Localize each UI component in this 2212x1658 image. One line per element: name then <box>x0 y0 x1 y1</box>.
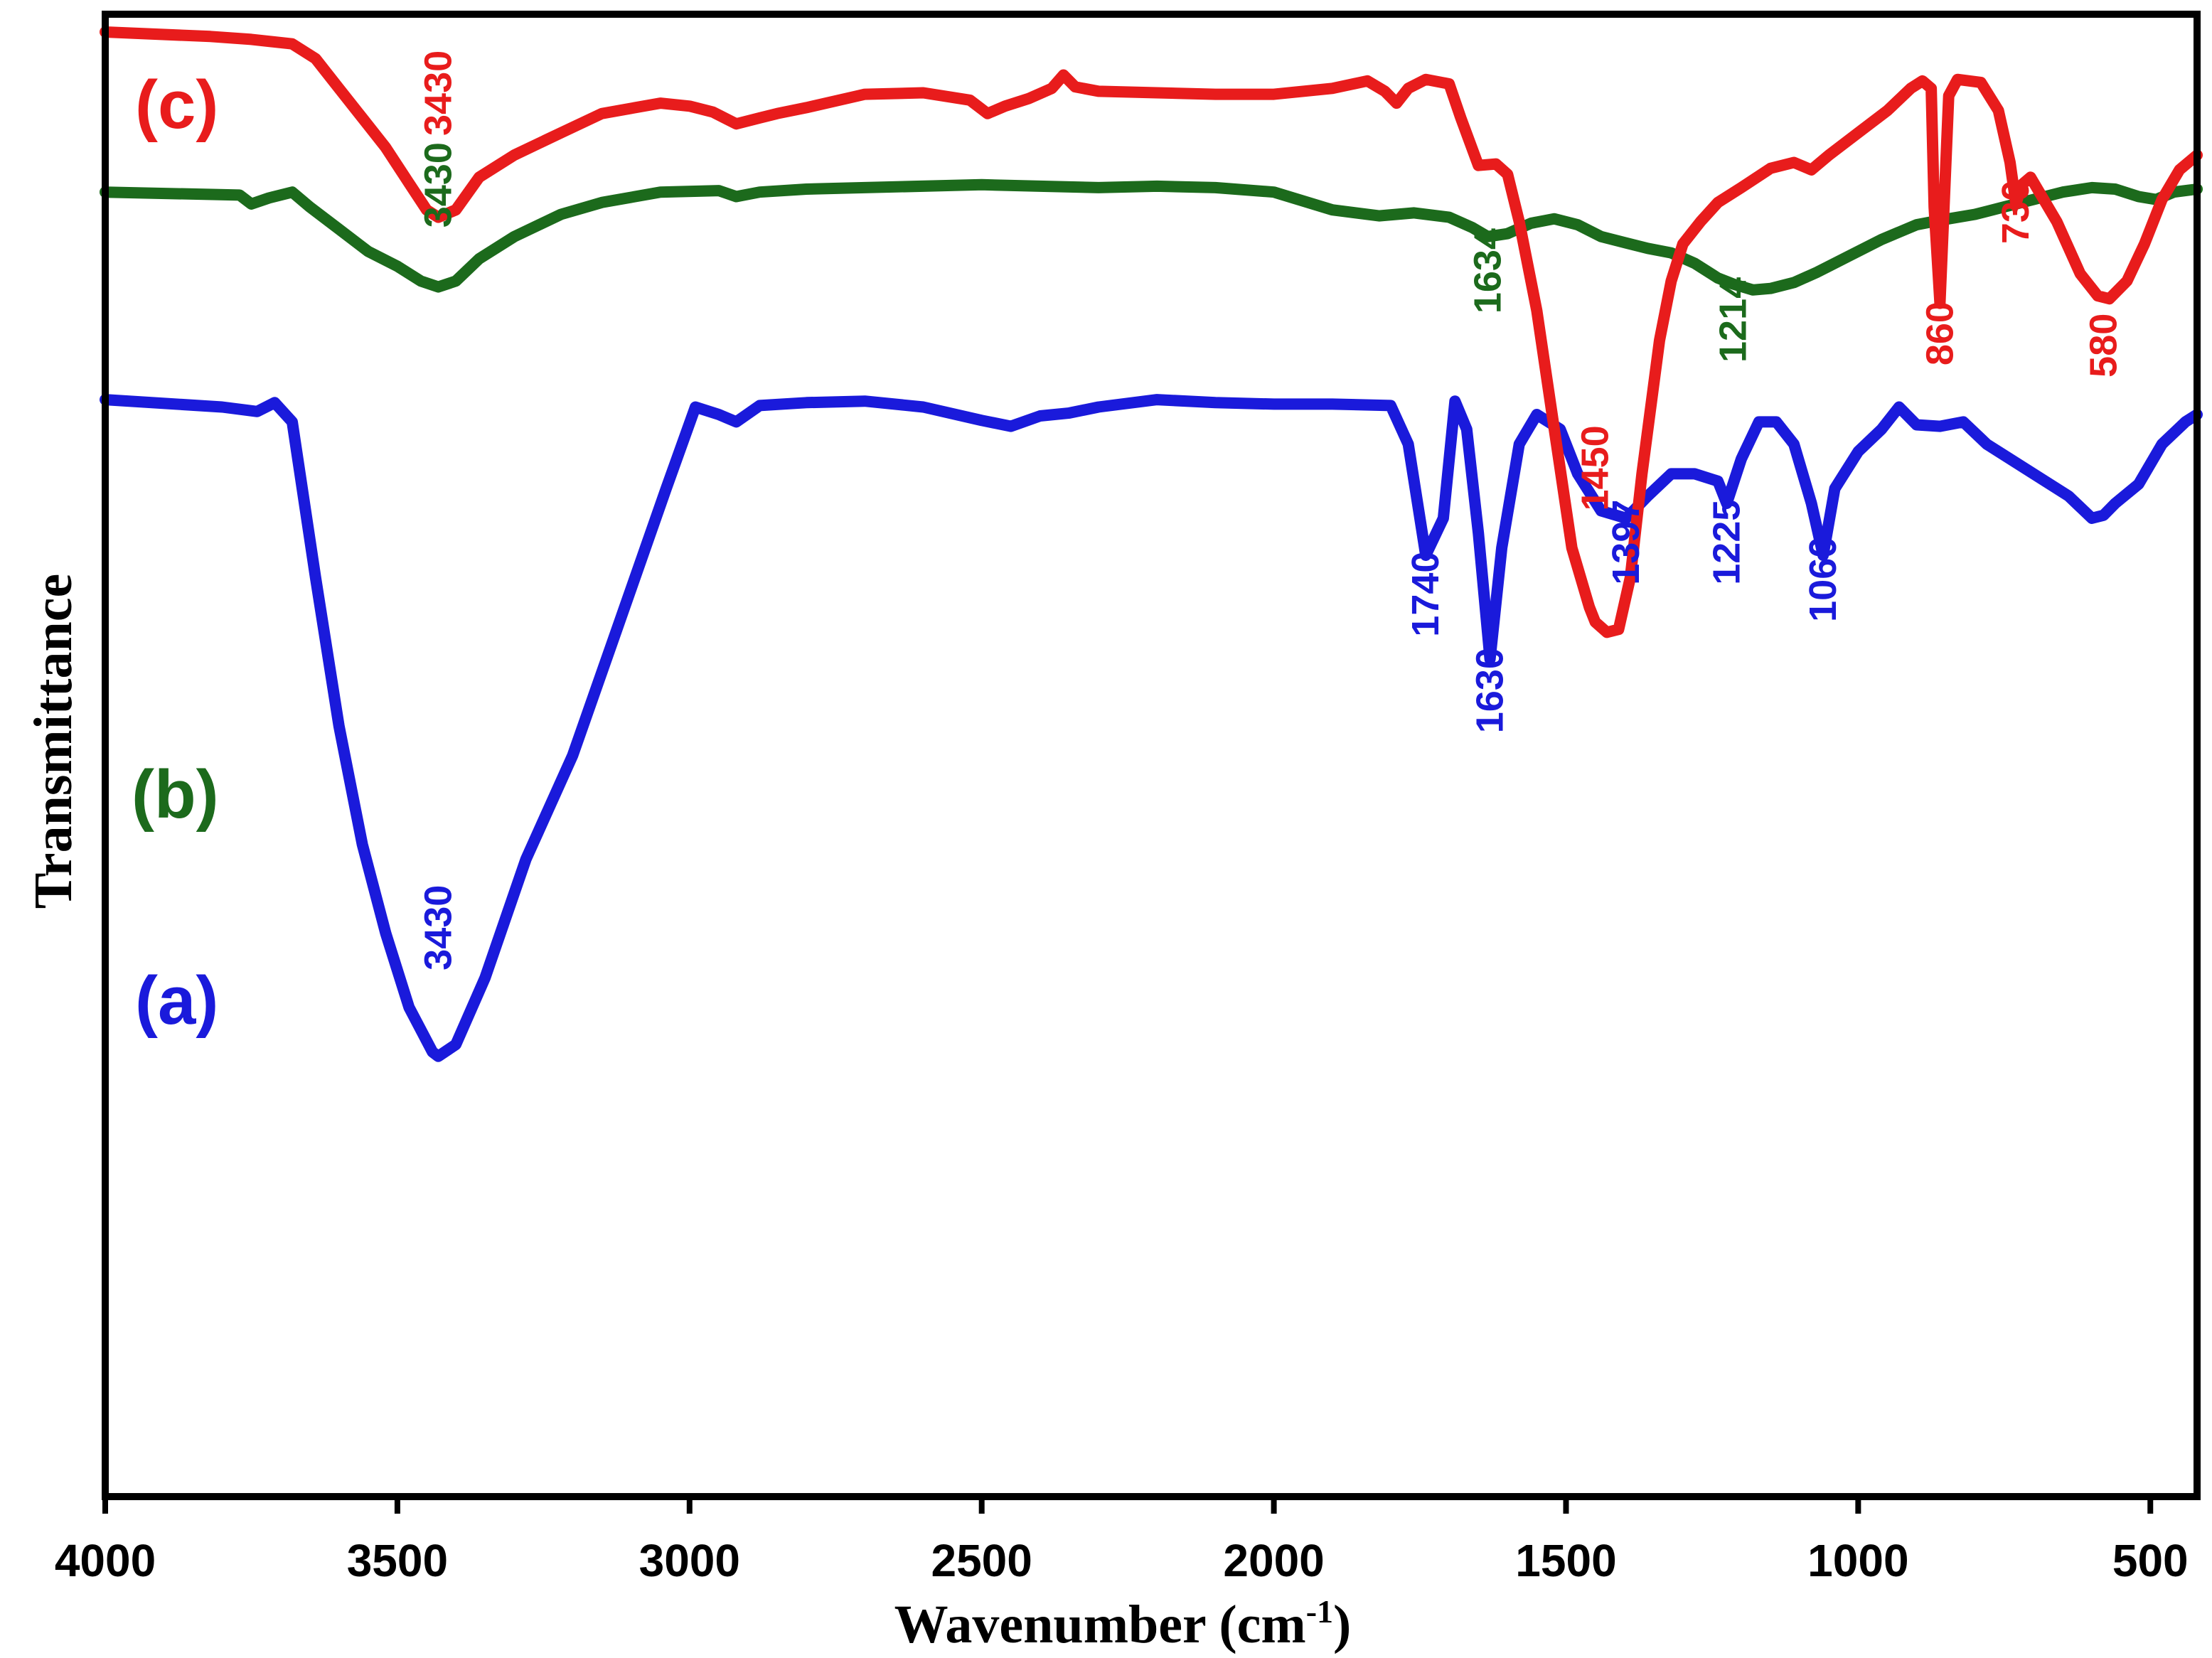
peak-label: 1450 <box>1574 425 1617 510</box>
x-tick-label: 2500 <box>931 1535 1032 1586</box>
x-tick-label: 500 <box>2112 1535 2189 1586</box>
series-line-a <box>100 394 2203 1062</box>
x-ticks: 4000 3500 3000 2500 2000 1500 1000 500 <box>55 1497 2189 1586</box>
x-tick-label: 2000 <box>1223 1535 1324 1586</box>
series-label-c: (c) <box>135 67 218 143</box>
series-line-c <box>100 26 2203 638</box>
peak-label: 860 <box>1918 301 1961 365</box>
series-label-a: (a) <box>135 963 218 1039</box>
peak-label: 1060 <box>1802 537 1844 622</box>
peak-label: 1397 <box>1605 500 1647 585</box>
peak-label: 1630 <box>1469 648 1512 733</box>
x-tick-label: 1500 <box>1515 1535 1616 1586</box>
peak-label: 3430 <box>417 142 459 228</box>
peak-label: 3430 <box>417 50 459 136</box>
peak-label: 730 <box>1994 180 2037 244</box>
peak-label: 1214 <box>1712 277 1755 363</box>
labels-layer: (a) (b) (c) 3430 1740 1630 1397 1225 1060 3430 163… <box>132 50 2125 1039</box>
x-axis-title-main: Wavenumber (cm <box>894 1595 1306 1654</box>
x-tick-label: 3500 <box>347 1535 448 1586</box>
peak-label: 3430 <box>417 885 459 970</box>
y-axis-title: Transmittance <box>23 574 83 909</box>
x-axis-title-sup: -1 <box>1306 1593 1333 1630</box>
series-layer <box>100 26 2203 1062</box>
axes-layer <box>102 11 2201 1500</box>
peak-label: 1634 <box>1466 228 1509 314</box>
series-label-b: (b) <box>132 756 219 833</box>
plot-frame <box>102 11 2201 1500</box>
x-axis-title: Wavenumber (cm-1) <box>894 1593 1352 1654</box>
x-tick-label: 4000 <box>55 1535 156 1586</box>
peak-label: 580 <box>2083 314 2125 378</box>
x-tick-label: 1000 <box>1807 1535 1908 1586</box>
peak-label: 1225 <box>1705 500 1748 585</box>
x-tick-label: 3000 <box>639 1535 740 1586</box>
x-axis-title-close: ) <box>1333 1595 1351 1654</box>
peak-label: 1740 <box>1404 552 1447 637</box>
